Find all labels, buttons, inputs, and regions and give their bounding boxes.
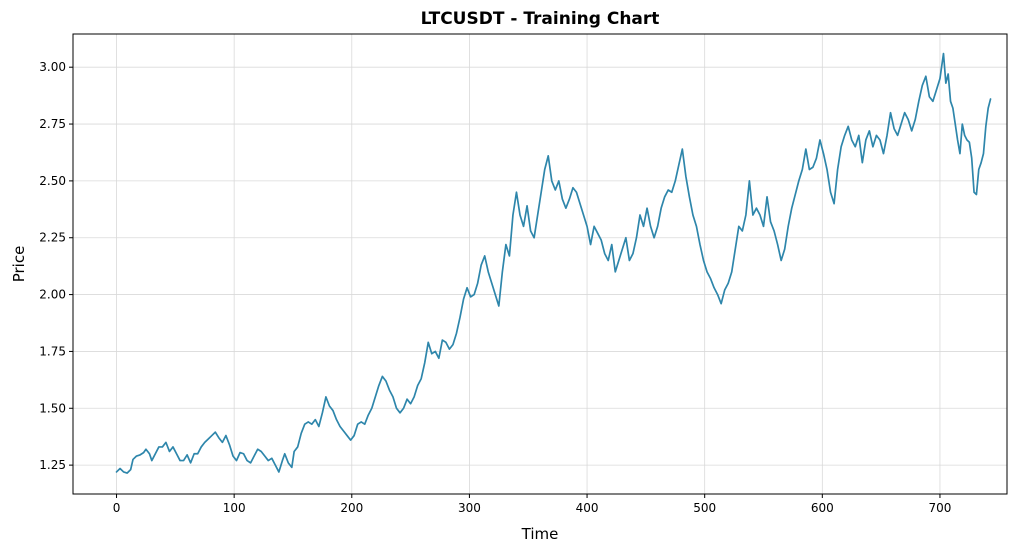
x-tick-label: 600 (811, 501, 834, 515)
y-tick-label: 2.25 (39, 231, 66, 245)
y-axis-ticks: 1.25 1.50 1.75 2.00 2.25 2.50 2.75 3.00 (39, 60, 73, 472)
x-tick-label: 200 (340, 501, 363, 515)
x-axis-label: Time (521, 525, 559, 543)
y-tick-label: 1.75 (39, 344, 66, 358)
x-tick-label: 400 (576, 501, 599, 515)
y-tick-label: 2.00 (39, 288, 66, 302)
series-layer (115, 52, 992, 474)
y-tick-label: 1.25 (39, 458, 66, 472)
price-series-line (115, 52, 992, 474)
y-tick-label: 3.00 (39, 60, 66, 74)
x-tick-label: 500 (693, 501, 716, 515)
y-tick-label: 2.75 (39, 117, 66, 131)
x-tick-label: 0 (113, 501, 121, 515)
plot-area-frame (72, 33, 1008, 495)
x-axis-ticks: 0 100 200 300 400 500 600 700 (113, 494, 951, 515)
x-tick-label: 100 (223, 501, 246, 515)
y-axis-label: Price (10, 246, 28, 283)
x-tick-label: 300 (458, 501, 481, 515)
y-tick-label: 1.50 (39, 401, 66, 415)
y-tick-label: 2.50 (39, 174, 66, 188)
chart-title: LTCUSDT - Training Chart (421, 9, 660, 29)
x-tick-label: 700 (928, 501, 951, 515)
